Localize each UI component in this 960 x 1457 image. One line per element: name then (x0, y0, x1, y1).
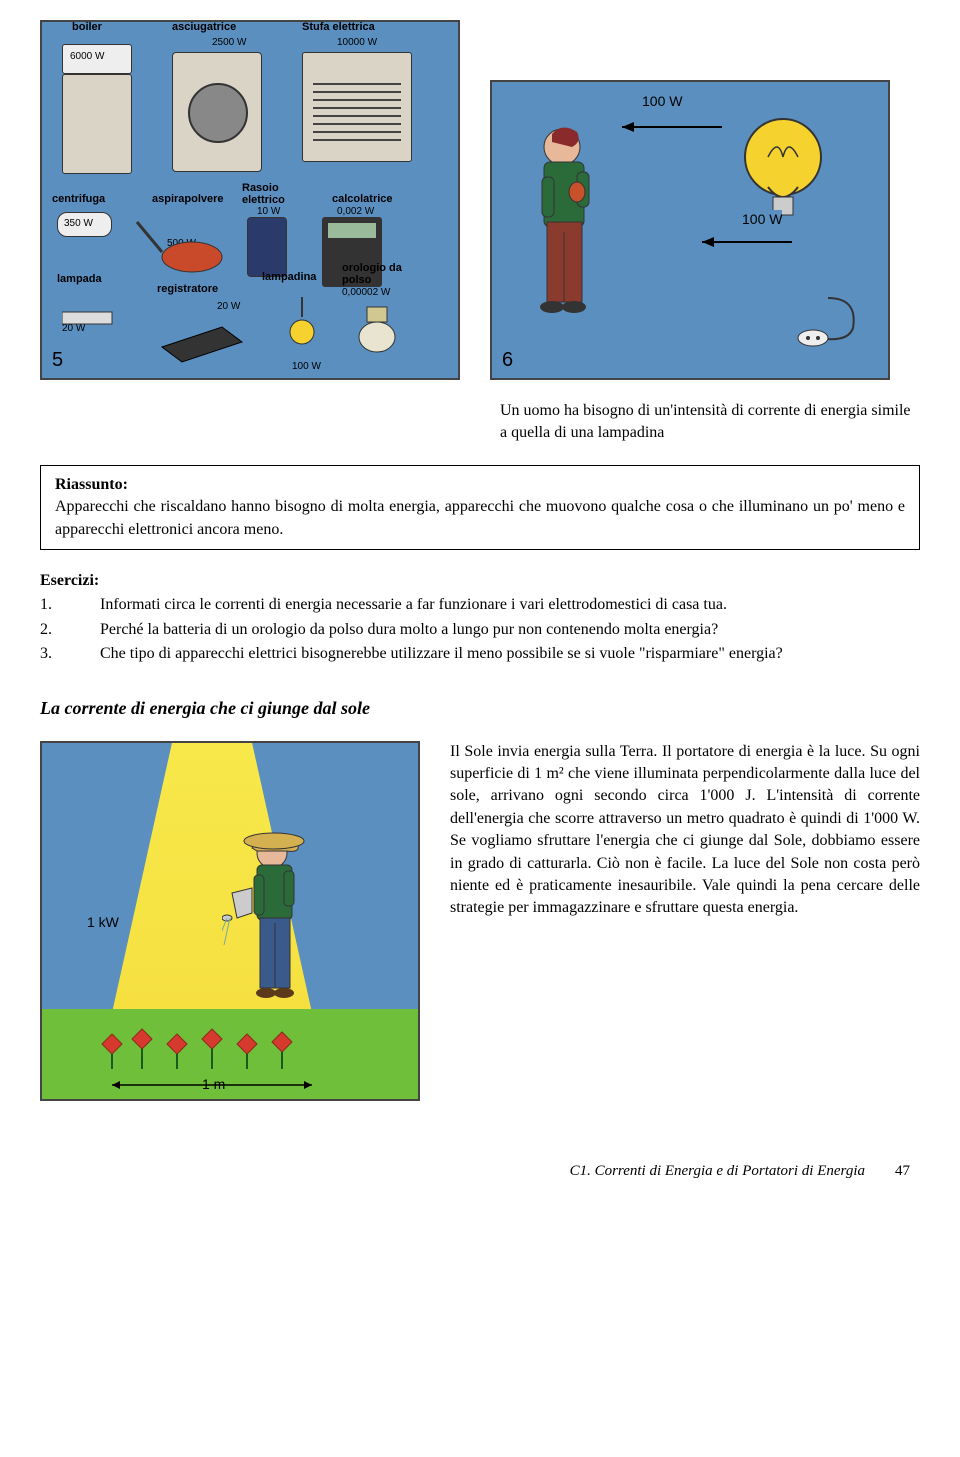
figure-5-panel: 6000 W 2500 W 10000 W 350 W 500 W 10 W 0… (40, 20, 460, 380)
m-label: 1 m (202, 1075, 225, 1095)
label-rasoio: Rasoio elettrico (242, 182, 285, 206)
person-icon (522, 122, 612, 322)
figure-6-panel: 100 W 100 W 6 (490, 80, 890, 380)
label-centrifuga: centrifuga (52, 192, 105, 207)
watt-stufa: 10000 W (337, 36, 377, 50)
exercise-3: Che tipo di apparecchi elettrici bisogne… (40, 643, 920, 665)
sun-section-row: 1 kW 1 m Il Sole invia energia sulla Ter… (40, 741, 920, 1101)
exercise-1: Informati circa le correnti di energia n… (40, 594, 920, 616)
label-registratore: registratore (157, 282, 218, 297)
label-lampada: lampada (57, 272, 102, 287)
footer-chapter: C1. Correnti di Energia e di Portatori d… (570, 1161, 865, 1182)
plug-icon (768, 288, 868, 348)
watt-orologio: 0,00002 W (342, 286, 390, 300)
watt-centrif: 350 W (64, 217, 93, 231)
watt-boiler: 6000 W (70, 50, 104, 64)
label-calcolatrice: calcolatrice (332, 192, 393, 207)
figure-6-caption: Un uomo ha bisogno di un'intensità di co… (40, 400, 920, 445)
exercises-heading: Esercizi: (40, 570, 920, 592)
exercise-2: Perché la batteria di un orologio da pol… (40, 619, 920, 641)
label-orologio: orologio da polso (342, 262, 402, 286)
summary-text: Apparecchi che riscaldano hanno bisogno … (55, 498, 905, 537)
label-asciugatrice: asciugatrice (172, 20, 236, 35)
summary-box: Riassunto: Apparecchi che riscaldano han… (40, 465, 920, 550)
watt-asciug: 2500 W (212, 36, 246, 50)
label-aspirapolvere: aspirapolvere (152, 192, 224, 207)
label-lampadina: lampadina (262, 270, 316, 285)
figure-sun-panel: 1 kW 1 m (40, 741, 420, 1101)
watt-bulb-label: 100 W (742, 210, 782, 230)
flowers-icon (92, 1004, 322, 1074)
label-boiler: boiler (72, 20, 102, 35)
sun-paragraph: Il Sole invia energia sulla Terra. Il po… (450, 741, 920, 920)
label-stufa: Stufa elettrica (302, 20, 375, 35)
kw-label: 1 kW (87, 913, 119, 933)
summary-heading: Riassunto: (55, 476, 128, 493)
top-figure-row: 6000 W 2500 W 10000 W 350 W 500 W 10 W 0… (40, 20, 920, 380)
footer-page-number: 47 (895, 1161, 910, 1182)
figure-5-number: 5 (52, 346, 63, 374)
page-footer: C1. Correnti di Energia e di Portatori d… (40, 1161, 920, 1182)
watt-person-label: 100 W (642, 92, 682, 112)
watt-lampadina: 100 W (292, 360, 321, 374)
section-title: La corrente di energia che ci giunge dal… (40, 696, 920, 721)
watt-rasoio: 10 W (257, 205, 280, 219)
exercise-list: Informati circa le correnti di energia n… (40, 594, 920, 665)
figure-6-number: 6 (502, 346, 513, 374)
